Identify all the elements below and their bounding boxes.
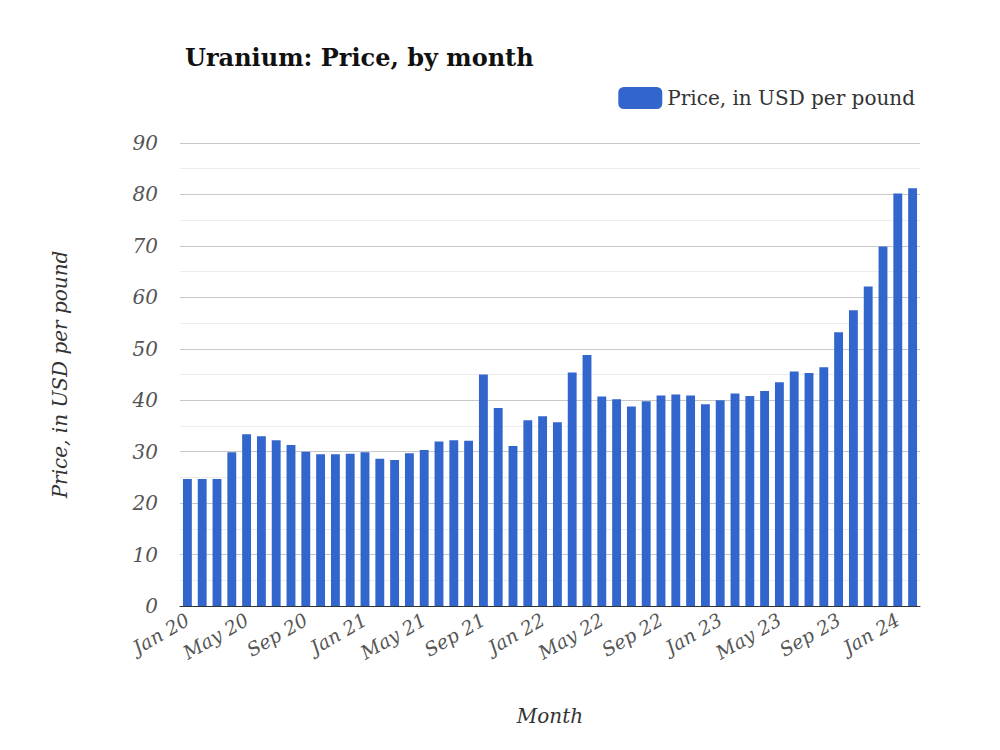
svg-text:Sep 22: Sep 22 bbox=[598, 608, 667, 660]
svg-text:Sep 21: Sep 21 bbox=[420, 608, 489, 660]
svg-text:May 21: May 21 bbox=[356, 608, 430, 663]
svg-text:Price, in USD per pound: Price, in USD per pound bbox=[667, 86, 915, 110]
svg-text:May 20: May 20 bbox=[178, 608, 252, 663]
svg-text:Sep 23: Sep 23 bbox=[775, 608, 844, 660]
svg-text:Month: Month bbox=[516, 704, 583, 728]
svg-text:Jan 23: Jan 23 bbox=[661, 608, 726, 659]
svg-text:0: 0 bbox=[145, 594, 158, 618]
svg-text:80: 80 bbox=[133, 182, 159, 206]
svg-text:90: 90 bbox=[133, 131, 159, 155]
svg-text:Jan 24: Jan 24 bbox=[836, 608, 904, 660]
svg-text:70: 70 bbox=[133, 234, 159, 258]
svg-text:Uranium: Price, by month: Uranium: Price, by month bbox=[185, 43, 534, 72]
svg-text:Price, in USD per pound: Price, in USD per pound bbox=[48, 251, 72, 500]
svg-text:Jan 20: Jan 20 bbox=[128, 608, 193, 659]
svg-text:30: 30 bbox=[133, 440, 159, 464]
svg-text:10: 10 bbox=[133, 543, 159, 567]
svg-text:Jan 21: Jan 21 bbox=[306, 608, 371, 659]
svg-text:60: 60 bbox=[133, 285, 159, 309]
svg-text:50: 50 bbox=[133, 337, 159, 361]
svg-text:May 22: May 22 bbox=[533, 608, 607, 663]
svg-text:40: 40 bbox=[132, 388, 159, 412]
svg-text:May 23: May 23 bbox=[711, 608, 785, 663]
svg-text:Jan 22: Jan 22 bbox=[484, 608, 549, 659]
svg-text:20: 20 bbox=[132, 491, 159, 515]
svg-text:Sep 20: Sep 20 bbox=[243, 608, 312, 660]
